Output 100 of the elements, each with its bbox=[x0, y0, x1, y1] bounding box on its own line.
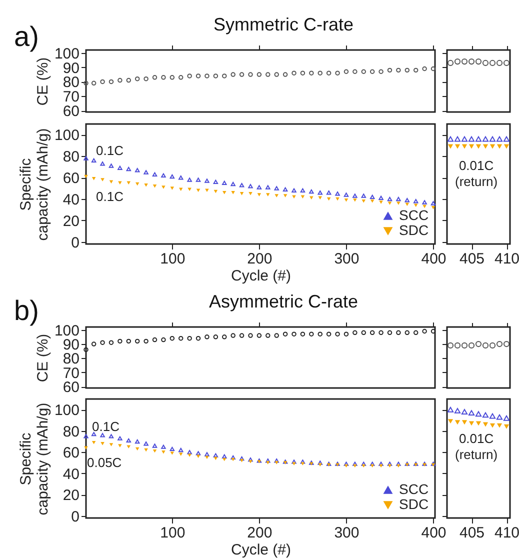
point bbox=[274, 461, 278, 464]
x-tick-label: 100 bbox=[160, 250, 186, 268]
point bbox=[118, 166, 122, 170]
point bbox=[504, 424, 510, 429]
point bbox=[405, 202, 410, 206]
point bbox=[318, 332, 322, 336]
point bbox=[222, 190, 226, 194]
annotation: 0.1C bbox=[96, 189, 124, 205]
point bbox=[378, 462, 384, 466]
point bbox=[178, 175, 184, 180]
point bbox=[100, 433, 105, 438]
point bbox=[482, 422, 488, 427]
point bbox=[108, 164, 114, 168]
point bbox=[84, 156, 88, 160]
x-axis-title: Cycle (#) bbox=[230, 268, 292, 284]
x-tick-label: 410 bbox=[494, 250, 519, 268]
x-tick-label: 400 bbox=[421, 524, 446, 542]
point bbox=[361, 330, 366, 336]
point bbox=[118, 338, 122, 344]
point bbox=[292, 195, 296, 198]
point bbox=[422, 200, 427, 204]
point bbox=[84, 174, 88, 178]
point bbox=[503, 415, 510, 421]
point bbox=[489, 413, 496, 419]
point bbox=[214, 456, 218, 460]
point bbox=[388, 464, 392, 468]
point bbox=[344, 192, 349, 197]
point bbox=[118, 444, 122, 448]
point bbox=[240, 459, 244, 462]
point bbox=[370, 464, 374, 468]
x-tick-label: 100 bbox=[160, 524, 186, 542]
point bbox=[248, 457, 253, 462]
y-tick-label: 60 bbox=[62, 379, 80, 396]
point bbox=[248, 72, 253, 77]
y-tick-label: 0 bbox=[71, 234, 80, 252]
point bbox=[230, 455, 236, 460]
legend-label: SCC bbox=[399, 207, 429, 223]
point bbox=[92, 440, 96, 444]
point bbox=[178, 448, 184, 452]
point bbox=[496, 414, 503, 420]
point bbox=[326, 190, 332, 195]
point bbox=[447, 406, 454, 412]
y-tick-label: 80 bbox=[62, 148, 80, 166]
point bbox=[196, 451, 201, 456]
annotation: 0.01C (return) bbox=[455, 158, 498, 190]
point bbox=[108, 434, 114, 438]
point bbox=[240, 192, 244, 196]
point bbox=[335, 332, 340, 336]
point bbox=[239, 333, 244, 338]
point bbox=[100, 162, 105, 166]
x-tick-label: 200 bbox=[247, 250, 272, 268]
point bbox=[170, 186, 174, 190]
point bbox=[204, 334, 210, 340]
point bbox=[222, 180, 227, 186]
point bbox=[256, 72, 262, 77]
point bbox=[318, 190, 322, 195]
point bbox=[404, 68, 410, 73]
point bbox=[387, 196, 392, 202]
point bbox=[422, 66, 427, 72]
x-tick-label: 410 bbox=[494, 524, 519, 542]
y-axis-title: CE (%) bbox=[34, 57, 52, 106]
point bbox=[214, 190, 218, 194]
annotation: 0.1C bbox=[96, 143, 124, 159]
point bbox=[239, 72, 244, 77]
point bbox=[109, 180, 114, 184]
point bbox=[396, 202, 400, 205]
point bbox=[91, 158, 96, 163]
y-tick-label: 60 bbox=[62, 444, 80, 462]
point bbox=[144, 338, 148, 344]
point bbox=[92, 177, 96, 180]
point bbox=[300, 460, 306, 464]
point bbox=[178, 188, 183, 191]
point bbox=[196, 188, 200, 192]
point bbox=[326, 197, 331, 201]
point bbox=[300, 188, 306, 193]
point bbox=[300, 195, 305, 198]
point bbox=[222, 334, 227, 340]
point bbox=[387, 462, 392, 466]
point bbox=[170, 174, 175, 179]
point bbox=[187, 450, 192, 454]
y-tick-label: 40 bbox=[62, 192, 80, 208]
point bbox=[414, 204, 418, 208]
point bbox=[100, 178, 104, 182]
y-tick-label: 90 bbox=[62, 60, 80, 77]
point bbox=[170, 75, 175, 80]
point bbox=[282, 187, 288, 192]
point bbox=[126, 166, 132, 172]
point bbox=[336, 197, 340, 201]
point bbox=[188, 454, 192, 457]
y-tick-label: 100 bbox=[54, 322, 80, 340]
y-tick-label: 40 bbox=[62, 466, 80, 483]
point bbox=[126, 181, 131, 185]
point bbox=[282, 332, 288, 336]
point bbox=[422, 328, 427, 334]
y-tick-label: 70 bbox=[62, 88, 80, 106]
point bbox=[454, 408, 461, 414]
point bbox=[292, 332, 296, 336]
point bbox=[187, 336, 192, 341]
point bbox=[344, 464, 348, 468]
point bbox=[126, 78, 132, 83]
